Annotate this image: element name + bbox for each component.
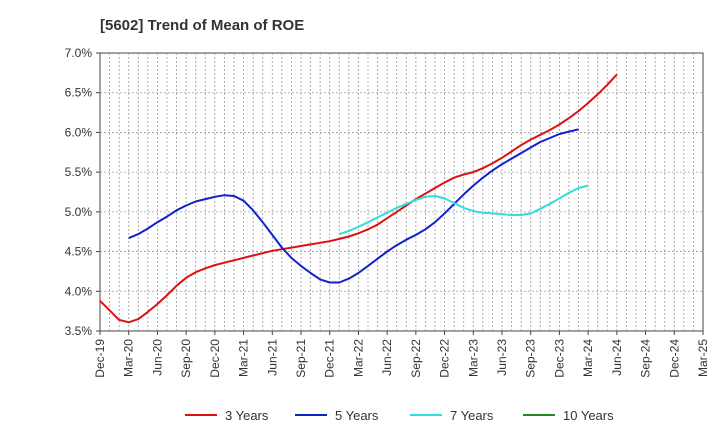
grid-lines: [100, 53, 703, 331]
legend-label: 3 Years: [225, 408, 269, 423]
x-tick-label: Mar-24: [581, 339, 595, 377]
x-tick-label: Mar-21: [237, 339, 251, 377]
x-tick-label: Mar-25: [696, 339, 710, 377]
chart-title: [5602] Trend of Mean of ROE: [100, 17, 304, 34]
x-tick-label: Mar-23: [466, 339, 480, 377]
x-tick-label: Dec-23: [552, 339, 566, 378]
y-tick-label: 5.0%: [65, 205, 93, 219]
x-tick-label: Sep-22: [409, 339, 423, 378]
x-tick-label: Dec-20: [208, 339, 222, 378]
legend: 3 Years 5 Years 7 Years 10 Years: [185, 408, 614, 423]
series-line-5-years: [128, 128, 579, 284]
y-tick-label: 3.5%: [65, 324, 93, 338]
x-tick-label: Sep-20: [179, 339, 193, 378]
y-axis-ticks: 3.5% 4.0% 4.5% 5.0% 5.5% 6.0% 6.5% 7.0%: [65, 46, 100, 338]
y-tick-label: 4.0%: [65, 284, 93, 298]
x-tick-label: Jun-23: [495, 339, 509, 376]
series-line-7-years: [338, 184, 589, 236]
x-tick-label: Jun-24: [610, 339, 624, 376]
plot-frame: [99, 52, 704, 332]
x-tick-label: Dec-21: [323, 339, 337, 378]
x-tick-label: Sep-23: [524, 339, 538, 378]
series-line-3-years: [99, 73, 618, 324]
x-tick-label: Sep-24: [639, 339, 653, 378]
x-tick-label: Jun-21: [265, 339, 279, 376]
x-tick-label: Sep-21: [294, 339, 308, 378]
x-tick-label: Jun-22: [380, 339, 394, 376]
x-tick-label: Dec-19: [93, 339, 107, 378]
y-tick-label: 4.5%: [65, 245, 93, 259]
x-tick-label: Jun-20: [150, 339, 164, 376]
legend-label: 7 Years: [450, 408, 494, 423]
x-tick-label: Dec-24: [667, 339, 681, 378]
x-tick-label: Mar-22: [351, 339, 365, 377]
x-tick-label: Dec-22: [438, 339, 452, 378]
series-lines: [99, 73, 618, 324]
legend-label: 5 Years: [335, 408, 379, 423]
x-axis-ticks: Dec-19 Mar-20 Jun-20 Sep-20 Dec-20 Mar-21 Jun-…: [93, 331, 710, 378]
y-tick-label: 7.0%: [65, 46, 93, 60]
plot-area: [99, 52, 704, 332]
x-tick-label: Mar-20: [122, 339, 136, 377]
y-tick-label: 6.5%: [65, 86, 93, 100]
legend-label: 10 Years: [563, 408, 614, 423]
y-tick-label: 5.5%: [65, 165, 93, 179]
y-tick-label: 6.0%: [65, 125, 93, 139]
